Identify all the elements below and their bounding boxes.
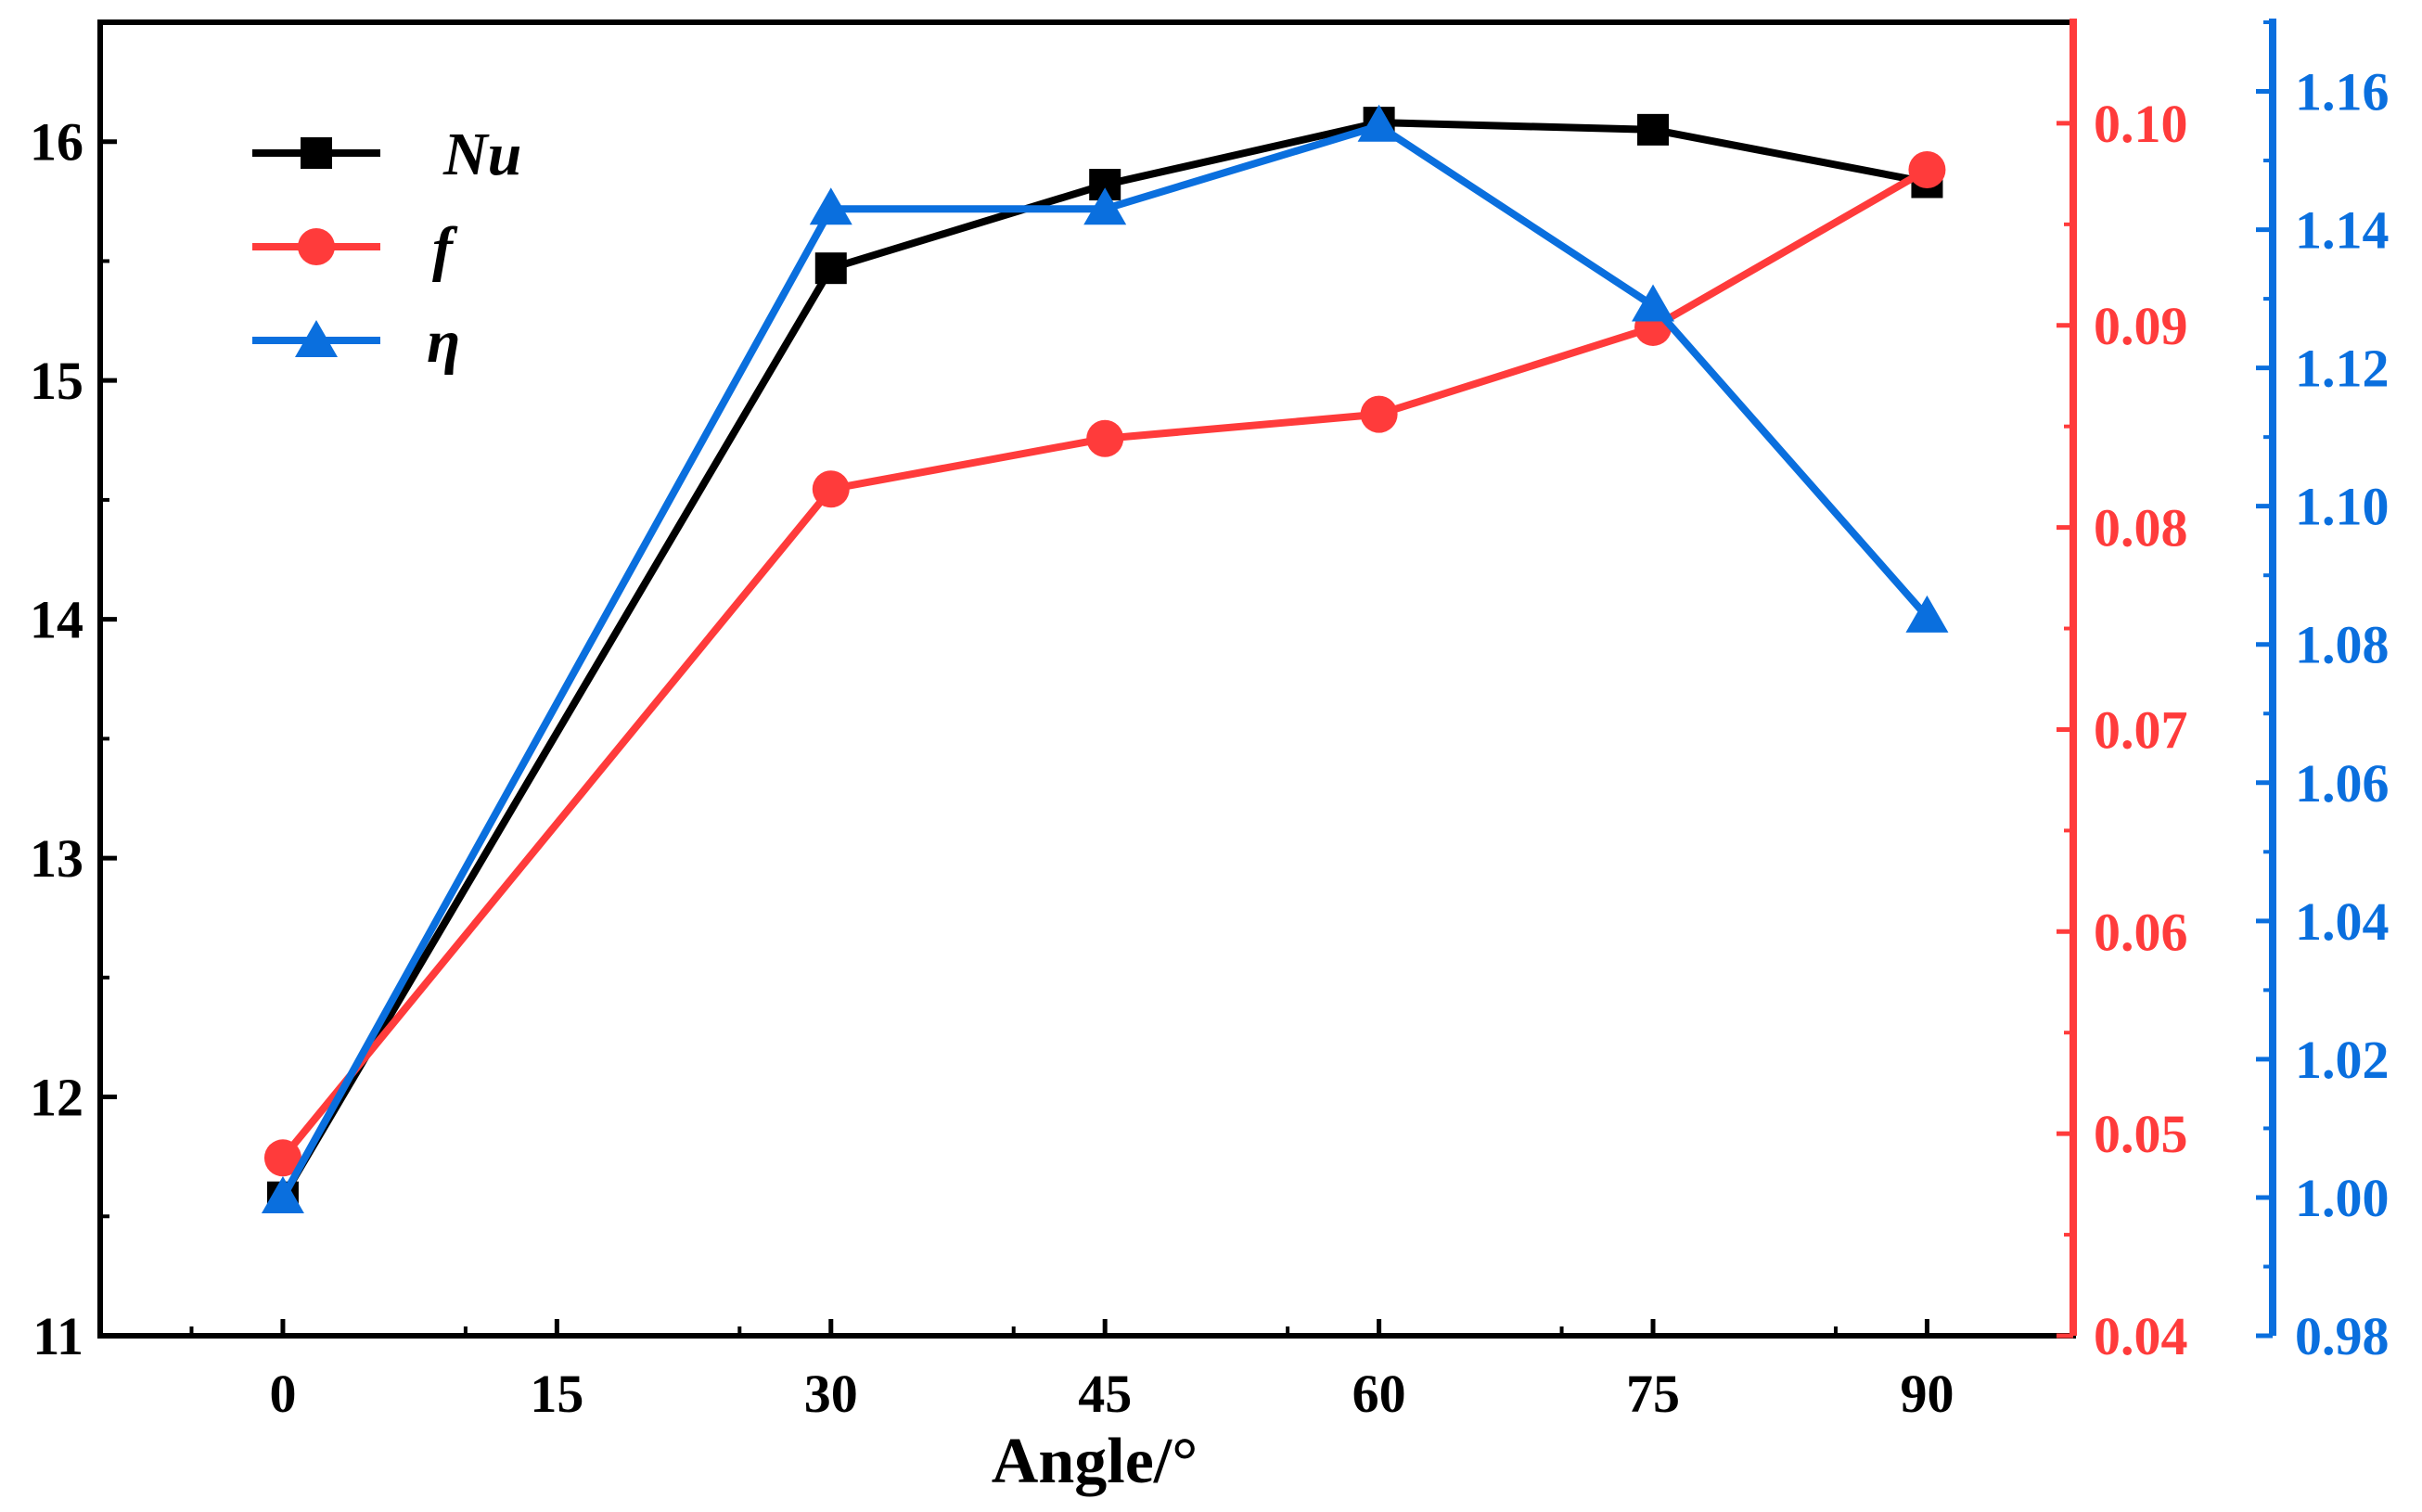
left-tick-label: 14 <box>30 590 83 650</box>
eta-point <box>1905 595 1949 633</box>
x-axis-title: Angle/° <box>992 1426 1198 1497</box>
series-line <box>279 119 1929 1199</box>
f-tick-label: 0.06 <box>2094 902 2188 962</box>
series-circle <box>263 151 1946 1177</box>
f-tick-label: 0.10 <box>2094 94 2188 154</box>
legend-item-eta: η <box>252 308 460 376</box>
plot-frame <box>97 19 2076 1339</box>
nu-point <box>1637 113 1670 146</box>
eta-point <box>1357 104 1401 142</box>
x-tick-label: 75 <box>1626 1364 1680 1424</box>
f-point <box>812 470 850 508</box>
x-tick-label: 60 <box>1352 1364 1406 1424</box>
legend-label-eta: η <box>427 308 460 376</box>
legend-marker-eta <box>295 320 338 357</box>
eta-point <box>809 187 852 225</box>
x-tick-label: 45 <box>1078 1364 1132 1424</box>
f-point <box>1908 151 1946 189</box>
eta-point <box>1632 284 1675 322</box>
legend-item-f: f <box>252 215 458 283</box>
eta-tick-label: 1.04 <box>2295 891 2390 952</box>
f-tick-label: 0.09 <box>2094 296 2188 356</box>
eta-tick-label: 1.16 <box>2295 62 2390 122</box>
eta-tick-label: 0.98 <box>2295 1306 2390 1366</box>
left-tick-label: 16 <box>30 112 83 173</box>
eta-point <box>1083 187 1127 225</box>
legend-marker-nu <box>301 137 332 169</box>
left-tick-label: 13 <box>30 828 83 889</box>
series-line <box>279 166 1929 1160</box>
left-y-axis: 11 12 13 14 15 16 <box>30 20 117 1366</box>
legend-label-f: f <box>432 215 458 283</box>
eta-tick-label: 1.06 <box>2295 753 2390 814</box>
eta-tick-label: 1.14 <box>2295 200 2390 261</box>
left-tick-label: 12 <box>30 1068 83 1128</box>
legend-item-nu: Nu <box>252 121 521 188</box>
series-line <box>279 122 1930 1199</box>
f-tick-label: 0.04 <box>2094 1306 2188 1366</box>
left-tick-label: 15 <box>30 351 83 411</box>
series-triangle <box>261 104 1949 1213</box>
f-tick-label: 0.05 <box>2094 1104 2188 1164</box>
nu-point <box>814 252 847 285</box>
f-tick-label: 0.07 <box>2094 699 2188 760</box>
eta-tick-label: 1.02 <box>2295 1030 2390 1090</box>
series-square <box>266 107 1943 1213</box>
x-tick-label: 30 <box>804 1364 858 1424</box>
legend-label-nu: Nu <box>442 121 521 188</box>
eta-tick-label: 1.10 <box>2295 477 2390 537</box>
x-axis: 0 15 30 45 60 75 90 <box>189 1319 1954 1424</box>
legend: Nu f η <box>252 121 521 376</box>
eta-point <box>261 1175 304 1213</box>
x-tick-label: 90 <box>1900 1364 1954 1424</box>
eta-tick-label: 1.08 <box>2295 615 2390 675</box>
legend-marker-f <box>298 228 335 265</box>
x-tick-label: 15 <box>530 1364 583 1424</box>
f-point <box>1360 395 1398 433</box>
f-tick-label: 0.08 <box>2094 498 2188 558</box>
x-tick-label: 0 <box>269 1364 296 1424</box>
right-eta-axis: 0.98 1.00 1.02 1.04 1.06 1.08 1.10 1.12 1.14 1.16 <box>2256 20 2390 1366</box>
f-point <box>263 1139 301 1177</box>
eta-tick-label: 1.00 <box>2295 1168 2390 1228</box>
series-layer <box>261 104 1949 1213</box>
left-tick-label: 11 <box>32 1306 83 1366</box>
f-point <box>1086 419 1124 457</box>
right-f-axis: 0.04 0.05 0.06 0.07 0.08 0.09 0.10 <box>2057 94 2188 1366</box>
eta-tick-label: 1.12 <box>2295 339 2390 399</box>
